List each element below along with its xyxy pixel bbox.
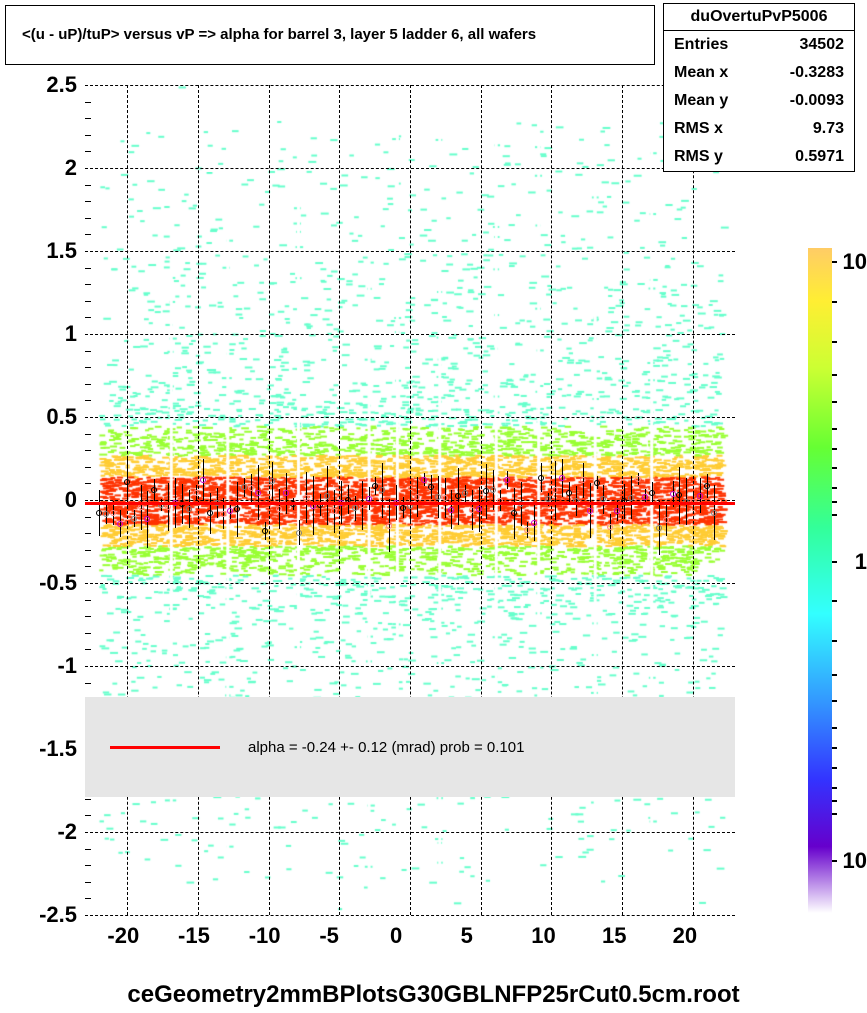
x-tick-label: 15: [602, 923, 626, 949]
profile-marker: [276, 506, 282, 512]
stats-meanx-value: -0.3283: [790, 64, 844, 82]
x-tick-label: -5: [319, 923, 339, 949]
stats-entries-row: Entries 34502: [664, 31, 854, 59]
profile-marker: [704, 483, 710, 489]
profile-marker: [442, 495, 448, 501]
y-tick-label: 0.5: [17, 404, 77, 430]
legend-box: alpha = -0.24 +- 0.12 (mrad) prob = 0.10…: [85, 697, 735, 797]
y-tick-label: -2: [17, 819, 77, 845]
legend-line-icon: [110, 746, 220, 749]
profile-marker: [670, 491, 676, 497]
plot-title: <(u - uP)/tuP> versus vP => alpha for ba…: [22, 26, 536, 43]
profile-marker: [511, 510, 517, 516]
profile-marker: [110, 510, 116, 516]
y-tick-label: 2: [17, 155, 77, 181]
profile-marker: [428, 484, 434, 490]
profile-marker: [649, 490, 655, 496]
stats-rmsx-label: RMS x: [674, 120, 723, 138]
y-tick-label: 0: [17, 487, 77, 513]
profile-marker: [366, 496, 372, 502]
profile-marker: [421, 477, 427, 483]
profile-marker: [186, 506, 192, 512]
colorbar-tick-label: 10: [843, 848, 867, 874]
stats-rmsy-row: RMS y 0.5971: [664, 143, 854, 171]
profile-marker: [414, 494, 420, 500]
profile-marker: [303, 495, 309, 501]
stats-meany-label: Mean y: [674, 92, 728, 110]
stats-meany-row: Mean y -0.0093: [664, 87, 854, 115]
profile-marker: [594, 480, 600, 486]
profile-marker: [138, 504, 144, 510]
profile-marker: [663, 517, 669, 523]
profile-marker: [400, 505, 406, 511]
profile-marker: [200, 477, 206, 483]
profile-marker: [711, 510, 717, 516]
stats-entries-label: Entries: [674, 36, 728, 54]
profile-marker: [131, 516, 137, 522]
y-tick-label: 2.5: [17, 72, 77, 98]
profile-marker: [103, 511, 109, 517]
y-tick-label: -2.5: [17, 902, 77, 928]
stats-rmsx-row: RMS x 9.73: [664, 115, 854, 143]
y-tick-label: -1: [17, 653, 77, 679]
y-tick-label: -1.5: [17, 736, 77, 762]
profile-marker: [587, 508, 593, 514]
profile-marker: [324, 493, 330, 499]
profile-marker: [628, 495, 634, 501]
profile-marker: [566, 490, 572, 496]
grid-line-h: [85, 915, 735, 916]
fit-line: [85, 502, 735, 505]
profile-marker: [283, 490, 289, 496]
stats-box: duOvertuPvP5006 Entries 34502 Mean x -0.…: [663, 3, 855, 172]
x-tick-label: -10: [249, 923, 281, 949]
colorbar: [808, 248, 832, 913]
profile-marker: [504, 477, 510, 483]
profile-marker: [255, 490, 261, 496]
colorbar-tick-label: 1: [855, 549, 867, 575]
stats-meanx-row: Mean x -0.3283: [664, 59, 854, 87]
legend-text: alpha = -0.24 +- 0.12 (mrad) prob = 0.10…: [248, 739, 524, 756]
stats-name: duOvertuPvP5006: [664, 4, 854, 31]
x-tick-label: 0: [390, 923, 402, 949]
x-tick-label: -20: [107, 923, 139, 949]
plot-title-box: <(u - uP)/tuP> versus vP => alpha for ba…: [5, 5, 655, 65]
x-tick-label: 5: [461, 923, 473, 949]
y-tick-label: 1.5: [17, 238, 77, 264]
profile-marker: [117, 521, 123, 527]
profile-marker: [193, 490, 199, 496]
stats-rmsy-label: RMS y: [674, 148, 723, 166]
profile-marker: [559, 475, 565, 481]
profile-marker: [607, 524, 613, 530]
x-tick-label: -15: [178, 923, 210, 949]
profile-marker: [656, 525, 662, 531]
profile-marker: [124, 479, 130, 485]
profile-marker: [386, 523, 392, 529]
profile-marker: [642, 494, 648, 500]
profile-marker: [435, 494, 441, 500]
profile-marker: [490, 487, 496, 493]
footer-filename: ceGeometry2mmBPlotsG30GBLNFP25rCut0.5cm.…: [0, 981, 867, 1009]
profile-marker: [538, 475, 544, 481]
colorbar-tick-label: 10: [843, 249, 867, 275]
profile-marker: [96, 510, 102, 516]
stats-meany-value: -0.0093: [790, 92, 844, 110]
x-tick-label: 20: [673, 923, 697, 949]
stats-entries-value: 34502: [800, 36, 845, 54]
stats-meanx-label: Mean x: [674, 64, 728, 82]
y-tick-label: -0.5: [17, 570, 77, 596]
y-tick-label: 1: [17, 321, 77, 347]
profile-marker: [697, 493, 703, 499]
profile-marker: [262, 528, 268, 534]
stats-rmsx-value: 9.73: [813, 120, 844, 138]
stats-rmsy-value: 0.5971: [795, 148, 844, 166]
x-tick-label: 10: [531, 923, 555, 949]
